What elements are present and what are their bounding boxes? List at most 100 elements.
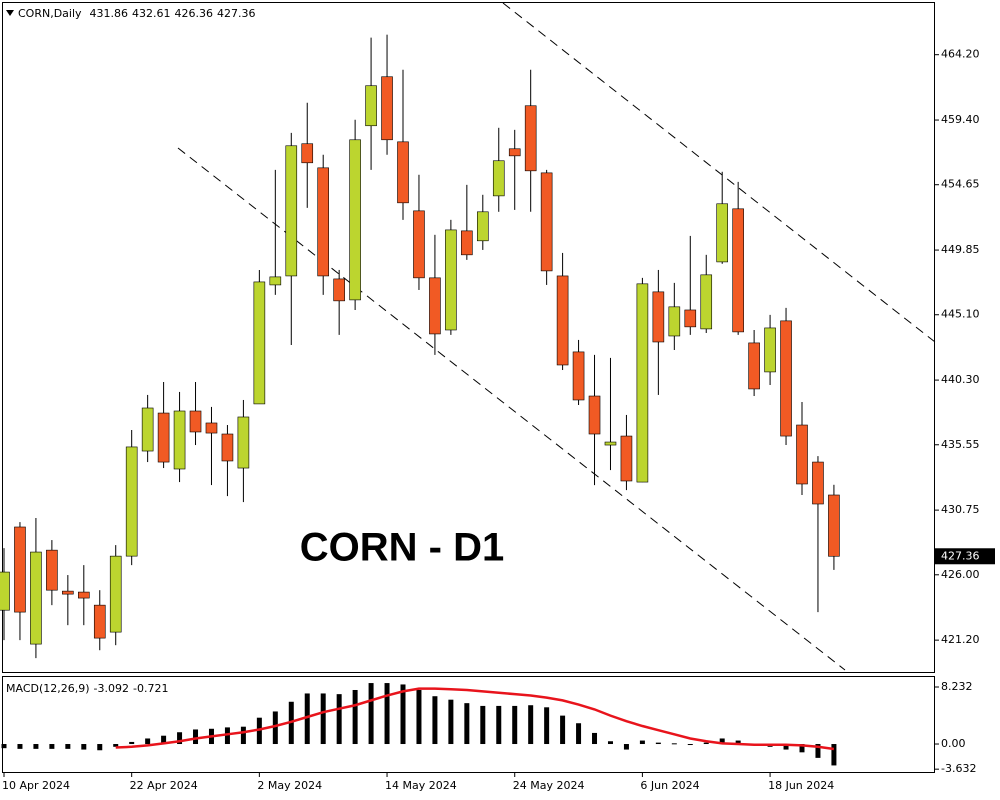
candle-body (0, 571, 10, 611)
y-tick-label: 459.40 (941, 113, 980, 126)
macd-bar (49, 744, 55, 749)
candle-body (780, 320, 792, 437)
candle-body (125, 446, 138, 557)
macd-bar (384, 683, 390, 745)
y-tick-label: 8.232 (941, 680, 973, 693)
candle-body (46, 549, 58, 591)
current-price: 427.36 (941, 549, 980, 562)
candle-body (732, 208, 744, 333)
candle-body (588, 395, 601, 435)
macd-bar (177, 732, 183, 745)
candle-body (620, 435, 633, 482)
macd-bar (304, 693, 310, 745)
macd-bar (224, 727, 230, 745)
menu-arrow[interactable] (6, 10, 14, 16)
macd-bar (320, 693, 326, 745)
price-panel (2, 2, 935, 673)
macd-bar (65, 744, 71, 749)
candle-body (365, 85, 377, 127)
candle-body (397, 141, 409, 204)
y-tick-label: -3.632 (941, 762, 976, 775)
macd-bar (560, 715, 566, 745)
macd-bar (352, 689, 358, 745)
candle-body (604, 441, 617, 446)
candle-body (62, 590, 74, 595)
x-tick-label: 6 Jun 2024 (640, 779, 699, 792)
candle-body (572, 351, 585, 401)
x-tick-label: 22 Apr 2024 (130, 779, 198, 792)
candle-body (285, 145, 298, 277)
macd-bar (272, 711, 278, 745)
macd-bar (33, 744, 39, 749)
macd-bar (592, 732, 598, 745)
candle-body (508, 148, 521, 157)
candle-body (349, 139, 361, 301)
macd-bar (1, 744, 7, 749)
macd-bar (655, 742, 661, 745)
candle-body (636, 283, 649, 483)
macd-bar (528, 705, 534, 745)
candle-body (221, 433, 234, 462)
macd-bar (703, 742, 709, 745)
y-tick-label: 464.20 (941, 48, 980, 61)
candle-body (461, 230, 473, 256)
candle-body (492, 160, 505, 197)
candle-body (828, 494, 840, 557)
candle-body (173, 410, 186, 470)
macd-bar (815, 744, 821, 758)
y-tick-label: 449.85 (941, 243, 980, 256)
candle-body (269, 276, 282, 286)
macd-bar (623, 744, 629, 750)
macd-bar (432, 696, 438, 745)
macd-bar (512, 705, 518, 745)
signal-line (115, 687, 835, 751)
macd-bar (129, 741, 135, 745)
candle-body (476, 211, 489, 242)
candle-body (445, 229, 457, 331)
candle-body (716, 203, 729, 263)
trend-line (502, 2, 936, 343)
candle-body (93, 604, 106, 639)
x-tick-label: 24 May 2024 (513, 779, 585, 792)
y-tick-label: 440.30 (941, 373, 980, 386)
macd-bar (400, 684, 406, 745)
candle-body (556, 275, 569, 366)
macd-bar (336, 694, 342, 745)
candle-body (301, 143, 314, 164)
macd-bar (368, 683, 374, 745)
candle-body (668, 306, 681, 337)
candle-body (78, 591, 90, 599)
macd-bar (161, 735, 167, 745)
macd-bar (448, 699, 454, 745)
close: 427.36 (217, 7, 256, 20)
candle-body (14, 526, 26, 613)
x-tick-label: 14 May 2024 (385, 779, 457, 792)
candle-body (812, 461, 824, 505)
x-tick-label: 10 Apr 2024 (2, 779, 70, 792)
candle-body (684, 309, 697, 328)
y-tick-label: 0.00 (941, 737, 966, 750)
indicator: MACD(12,26,9) (6, 682, 90, 695)
candle-body (413, 210, 425, 279)
macd-bar (256, 717, 262, 745)
macd-bar (17, 744, 23, 749)
high: 432.61 (132, 7, 171, 20)
candle-body (141, 407, 154, 452)
y-tick-label: 421.20 (941, 633, 980, 646)
macd-bar (735, 740, 741, 745)
macd-bar (671, 743, 677, 745)
price-header: CORN,Daily 431.86 432.61 426.36 427.36 (18, 7, 256, 20)
candle-body (157, 412, 170, 463)
candle-body (333, 278, 345, 302)
symbol: CORN,Daily (18, 7, 82, 20)
y-tick-label: 454.65 (941, 178, 980, 191)
candle-body (700, 274, 713, 330)
y-tick-label: 445.10 (941, 308, 980, 321)
macd-bar (97, 744, 103, 751)
macd-bar (576, 723, 582, 745)
macd-bar (240, 726, 246, 745)
macd-bar (783, 744, 789, 750)
candle-body (30, 551, 42, 645)
candle-body (109, 555, 122, 633)
candle-body (205, 422, 218, 434)
